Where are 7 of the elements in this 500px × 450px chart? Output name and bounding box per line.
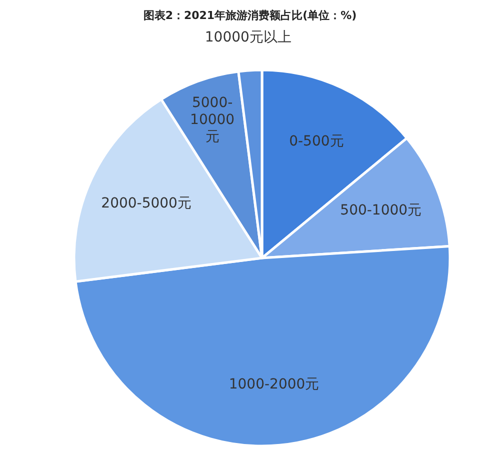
slice-label: 10000元以上 xyxy=(204,30,292,47)
slice-label: 5000-10000元 xyxy=(189,94,236,146)
chart-title: 图表2：2021年旅游消费额占比(单位：%) xyxy=(142,8,358,23)
slice-label: 1000-2000元 xyxy=(228,376,320,394)
slice-label: 2000-5000元 xyxy=(101,195,192,212)
slice-label: 500-1000元 xyxy=(340,202,422,220)
slice-label: 0-500元 xyxy=(289,134,344,151)
